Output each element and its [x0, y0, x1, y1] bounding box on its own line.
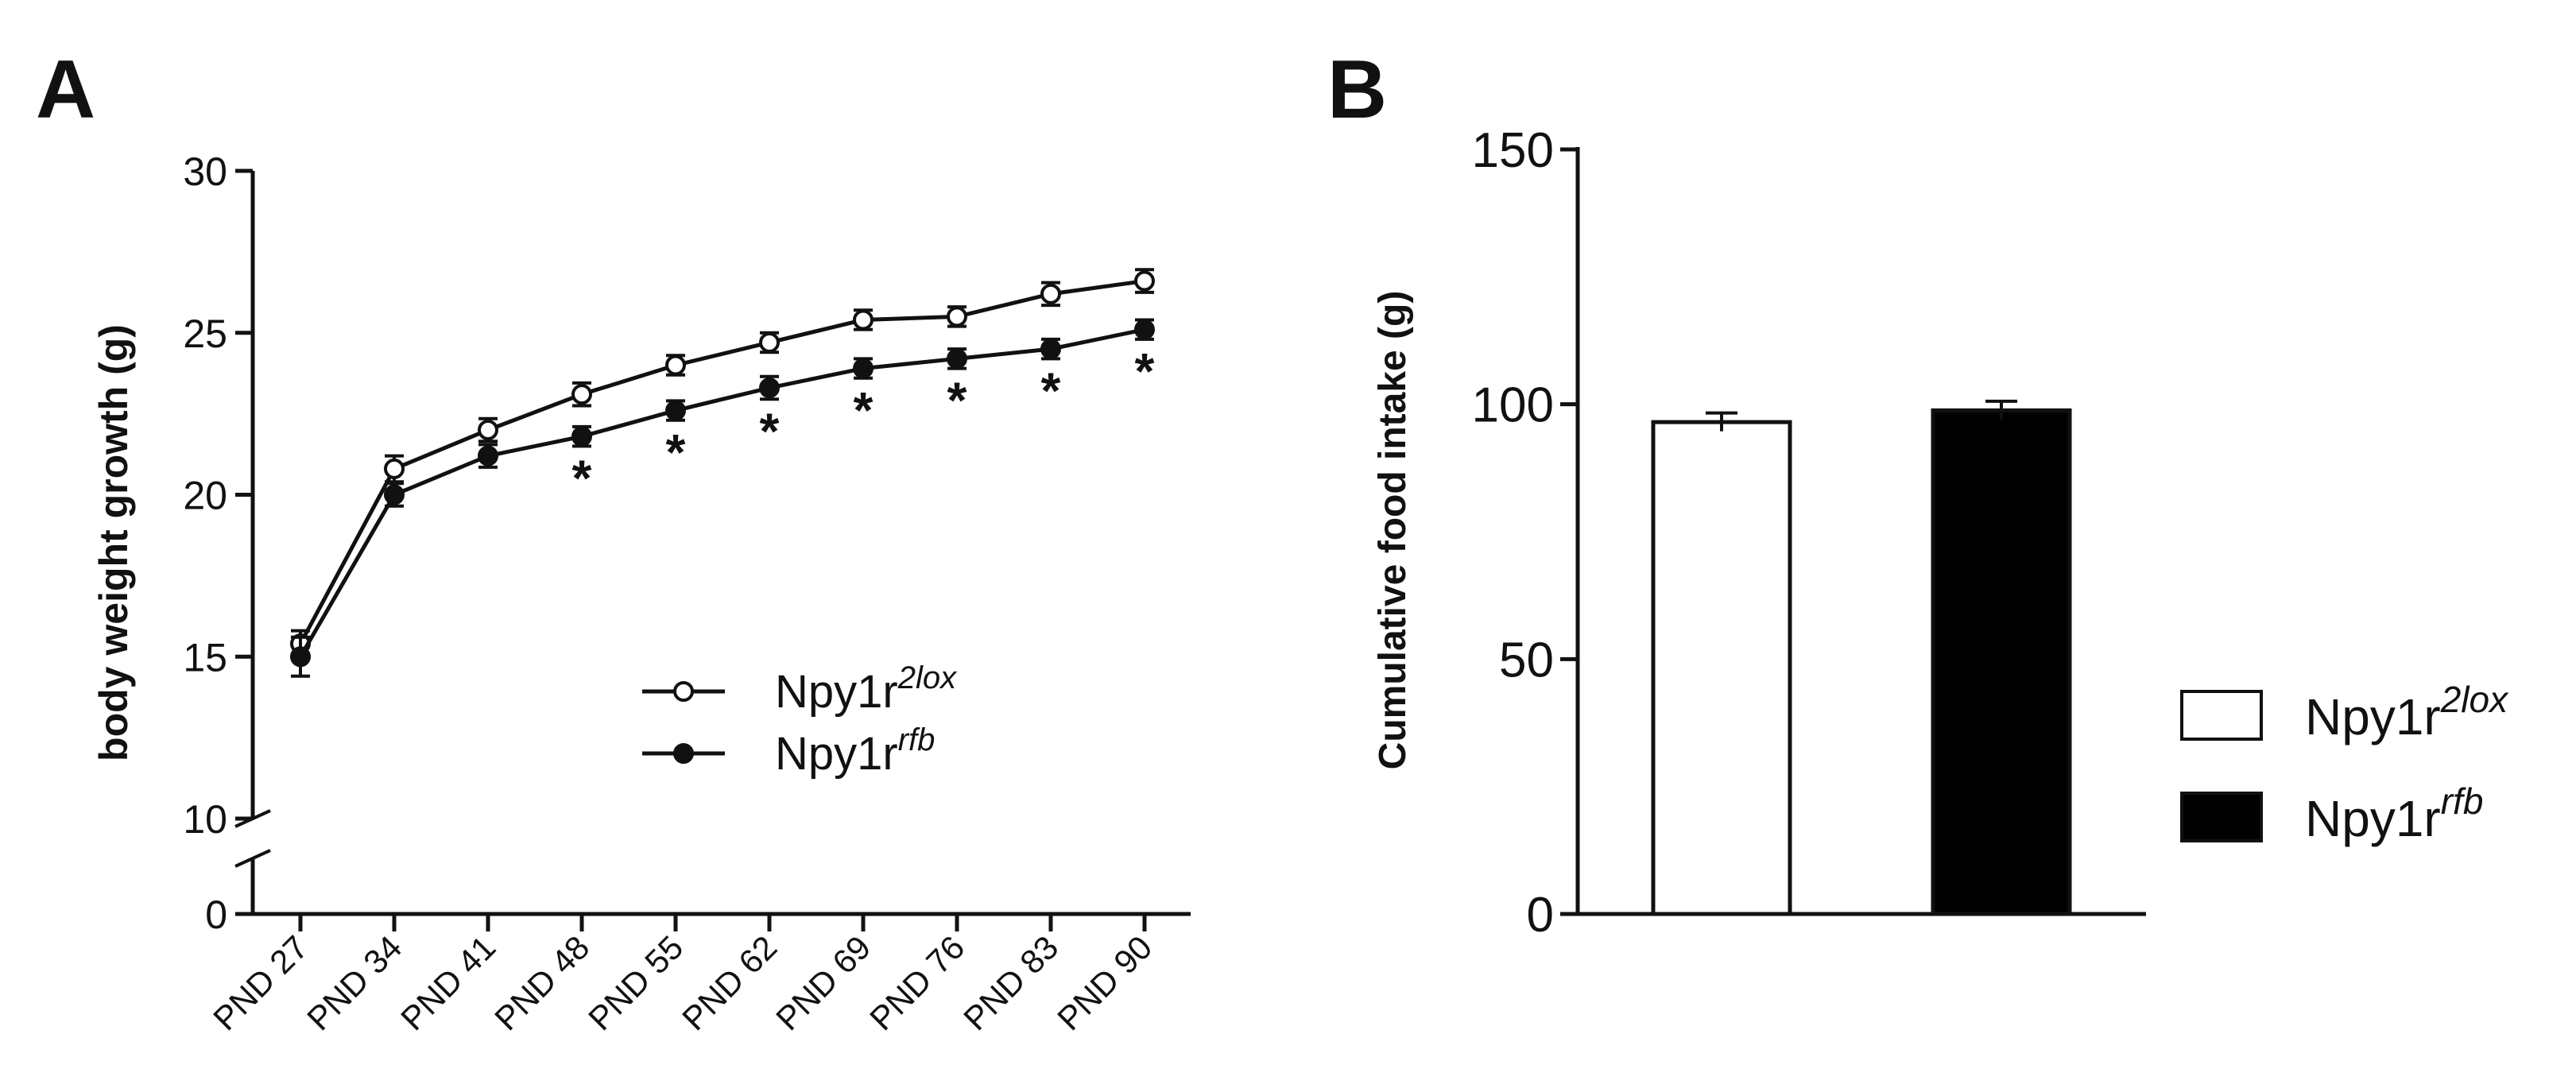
- x-tick-label-a: PND 41: [393, 928, 502, 1037]
- data-point-rfb-pnd-69: [853, 358, 874, 379]
- y-tick-label-a: 10: [183, 797, 227, 842]
- legend-superscript-rfb: rfb: [898, 722, 935, 757]
- x-tick-label-a: PND 27: [206, 928, 315, 1037]
- data-point-2lox-pnd-62: [759, 331, 780, 353]
- data-point-rfb-pnd-62: [759, 378, 780, 399]
- x-tick-label-a: PND 83: [956, 928, 1065, 1037]
- x-tick-label-a: PND 34: [300, 928, 409, 1037]
- significance-star: *: [666, 424, 686, 481]
- data-point-2lox-pnd-55: [665, 354, 686, 376]
- data-point-2lox-pnd-34: [384, 458, 405, 479]
- series-line-rfb: [298, 327, 1145, 658]
- legend-swatch-rfb: [2180, 792, 2263, 842]
- y-tick-label-b: 0: [1527, 888, 1554, 943]
- data-point-rfb-pnd-83: [1040, 339, 1061, 360]
- data-point-rfb-pnd-41: [478, 445, 498, 467]
- data-point-rfb-pnd-76: [947, 348, 967, 370]
- y-tick-label-a: 15: [183, 635, 227, 680]
- data-point-2lox-pnd-69: [853, 309, 874, 331]
- data-point-rfb-pnd-48: [571, 426, 592, 447]
- y-tick-label-a: 20: [183, 474, 227, 518]
- legend-b-label-2lox: Npy1r2lox: [2305, 679, 2509, 745]
- data-point-rfb-pnd-27: [290, 646, 311, 668]
- panel-label-a: A: [36, 44, 95, 136]
- axis-break-mark-2: [234, 849, 271, 868]
- data-point-rfb-pnd-34: [384, 484, 405, 505]
- data-point-2lox-pnd-83: [1040, 283, 1061, 304]
- legend-label-rfb: Npy1rrfb: [775, 722, 935, 780]
- bar-chart-panel-b: Cumulative food intake (g) 150 100 50 0 Npy1…: [1372, 123, 2509, 943]
- significance-star: *: [1041, 362, 1061, 419]
- legend-swatch-2lox: [2180, 690, 2263, 741]
- significance-star: *: [947, 372, 967, 429]
- significance-star: *: [854, 381, 874, 439]
- x-tick-label-a: PND 55: [581, 928, 690, 1037]
- legend-label-2lox: Npy1r2lox: [775, 660, 958, 718]
- y-axis-label-a: body weight growth (g): [91, 324, 136, 761]
- legend-marker-2lox: [673, 681, 694, 702]
- data-point-rfb-pnd-90: [1134, 319, 1155, 340]
- legend-b-superscript-rfb: rfb: [2441, 780, 2484, 822]
- significance-star: *: [572, 449, 592, 506]
- data-point-2lox-pnd-48: [571, 384, 592, 405]
- x-tick-label-a: PND 76: [862, 928, 971, 1037]
- data-point-2lox-pnd-90: [1134, 270, 1155, 292]
- data-point-2lox-pnd-41: [478, 420, 498, 440]
- y-axis-label-b: Cumulative food intake (g): [1372, 291, 1414, 770]
- y-tick-label-b: 50: [1499, 633, 1554, 687]
- x-tick-label-a: PND 69: [769, 928, 877, 1037]
- y-tick-label-a: 0: [205, 893, 227, 937]
- bar-rfb: [1931, 408, 2072, 916]
- data-point-2lox-pnd-76: [947, 306, 967, 327]
- x-tick-label-a: PND 62: [675, 928, 784, 1037]
- y-tick-label-a: 30: [183, 149, 227, 194]
- legend-b-superscript-2lox: 2lox: [2440, 679, 2509, 720]
- y-tick-label-b: 100: [1472, 378, 1554, 433]
- x-tick-label-a: PND 48: [487, 928, 596, 1037]
- bar-2lox: [1651, 420, 1792, 916]
- x-tick-label-a: PND 90: [1050, 928, 1159, 1037]
- legend-b-label-rfb: Npy1rrfb: [2305, 780, 2483, 847]
- legend-marker-rfb: [673, 743, 694, 764]
- y-tick-label-b: 150: [1472, 123, 1554, 178]
- significance-star: *: [760, 402, 780, 459]
- panel-label-b: B: [1327, 44, 1387, 136]
- y-tick-label-a: 25: [183, 312, 227, 356]
- series-line-2lox: [298, 279, 1145, 645]
- legend-superscript-2lox: 2lox: [897, 660, 958, 695]
- significance-star: *: [1135, 343, 1155, 400]
- data-point-rfb-pnd-55: [665, 400, 686, 421]
